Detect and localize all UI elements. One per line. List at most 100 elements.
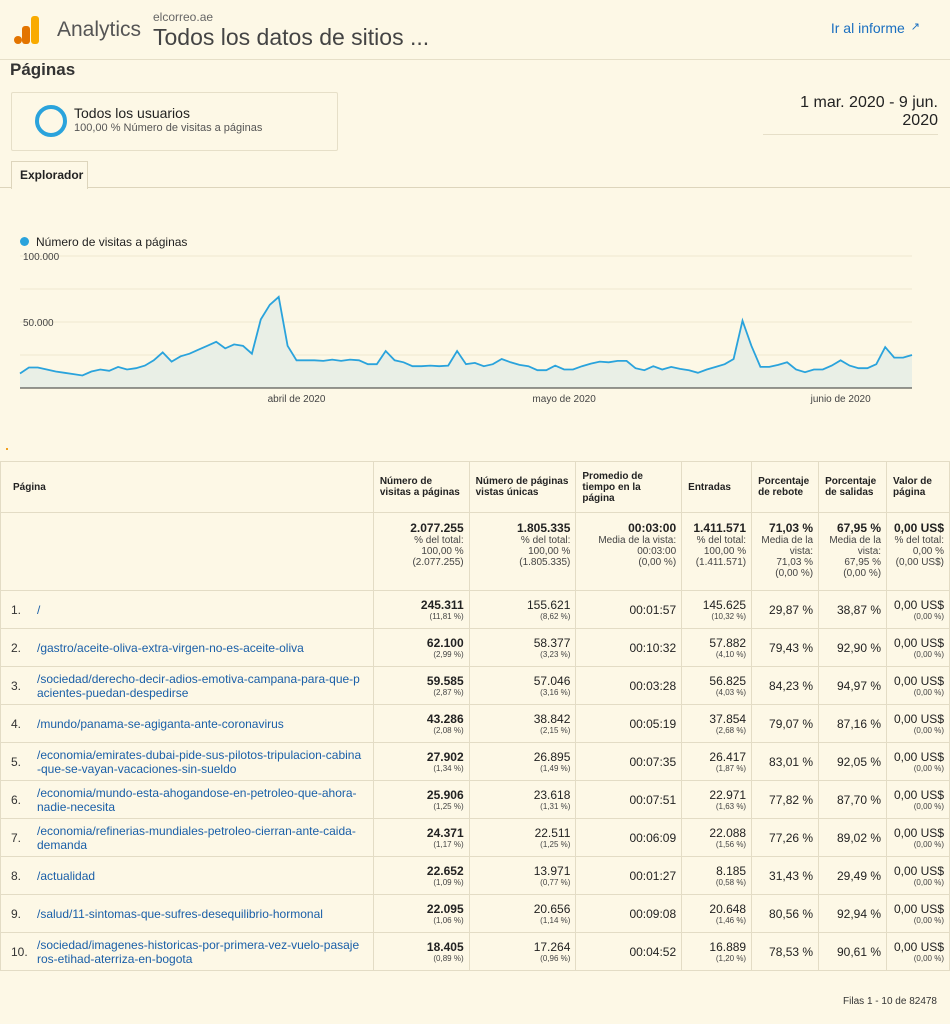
- time-value: 00:10:32: [629, 640, 677, 655]
- row-index: 9.: [11, 906, 22, 921]
- column-header[interactable]: Valor de página: [886, 461, 950, 513]
- unique-value: 17.264: [533, 940, 571, 954]
- total-note: % del total:: [520, 535, 571, 546]
- page-link[interactable]: /sociedad/derecho-decir-adios-emotiva-ca…: [37, 671, 360, 700]
- page-link[interactable]: /: [37, 602, 41, 617]
- page-link[interactable]: /economia/refinerias-mundiales-petroleo-…: [37, 823, 356, 852]
- unique-value: 22.511: [534, 826, 571, 840]
- entries-cell: 56.825 (4,03 %): [681, 666, 753, 705]
- table-row: 10. /sociedad/imagenes-historicas-por-pri…: [0, 932, 950, 971]
- entries-value: 57.882: [709, 636, 747, 650]
- exit-cell: 87,16 %: [818, 704, 888, 743]
- page-link[interactable]: /economia/emirates-dubai-pide-sus-piloto…: [37, 747, 362, 776]
- entries-cell: 57.882 (4,10 %): [681, 628, 753, 667]
- views-value: 245.311: [420, 598, 464, 612]
- value-value: 0,00 US$: [893, 750, 944, 764]
- total-note: % del total:: [894, 535, 944, 546]
- total-note: % del total:: [414, 535, 464, 546]
- page-cell: 3. /sociedad/derecho-decir-adios-emotiva-…: [0, 666, 374, 705]
- row-index: 8.: [11, 868, 22, 883]
- time-cell: 00:05:19: [575, 704, 683, 743]
- views-value: 25.906: [426, 788, 464, 802]
- column-header[interactable]: Porcentaje de salidas: [818, 461, 888, 513]
- page-cell: 2. /gastro/aceite-oliva-extra-virgen-no-e…: [0, 628, 374, 667]
- page-link[interactable]: /gastro/aceite-oliva-extra-virgen-no-es-…: [37, 640, 304, 655]
- column-header[interactable]: Página: [0, 461, 374, 513]
- property-selector[interactable]: Todos los datos de sitios ...: [153, 24, 430, 50]
- total-share: 100,00 %: [528, 546, 571, 557]
- unique-percent: (0,77 %): [540, 878, 571, 887]
- y-tick-label: 50.000: [23, 318, 54, 329]
- bounce-value: 79,07 %: [769, 716, 814, 731]
- pagination-info: Filas 1 - 10 de 82478: [843, 996, 937, 1007]
- page-cell: 10. /sociedad/imagenes-historicas-por-pri…: [0, 932, 374, 971]
- bounce-value: 77,82 %: [769, 792, 814, 807]
- table-row: 5. /economia/emirates-dubai-pide-sus-pilo…: [0, 742, 950, 781]
- table-row: 1./245.311 (11,81 %) 155.621 (8,62 %) 00:01:…: [0, 590, 950, 629]
- page-link[interactable]: /actualidad: [37, 868, 96, 883]
- total-cell: 2.077.255% del total: 100,00 % (2.077.255): [372, 512, 470, 591]
- go-to-report-link[interactable]: Ir al informe ↗: [831, 20, 920, 36]
- exit-value: 94,97 %: [837, 678, 882, 693]
- time-cell: 00:04:52: [575, 932, 683, 971]
- entries-value: 8.185: [716, 864, 747, 878]
- page-link[interactable]: /sociedad/imagenes-historicas-por-primer…: [37, 937, 360, 966]
- entries-value: 22.971: [709, 788, 747, 802]
- unique-cell: 155.621 (8,62 %): [468, 590, 577, 629]
- views-cell: 24.371 (1,17 %): [372, 818, 470, 857]
- views-value: 24.371: [426, 826, 464, 840]
- column-header[interactable]: Promedio de tiempo en la página: [575, 461, 683, 513]
- unique-cell: 38.842 (2,15 %): [468, 704, 577, 743]
- views-value: 18.405: [426, 940, 464, 954]
- column-header[interactable]: Entradas: [681, 461, 753, 513]
- entries-cell: 22.088 (1,56 %): [681, 818, 753, 857]
- unique-cell: 17.264 (0,96 %): [468, 932, 577, 971]
- total-share: 100,00 %: [703, 546, 747, 557]
- value-percent: (0,00 %): [913, 726, 944, 735]
- views-percent: (2,87 %): [433, 688, 464, 697]
- page-cell: 1. /: [0, 590, 374, 629]
- entries-value: 56.825: [709, 674, 747, 688]
- table-row: 6. /economia/mundo-esta-ahogandose-en-pet…: [0, 780, 950, 819]
- bounce-cell: 29,87 %: [751, 590, 820, 629]
- value-value: 0,00 US$: [893, 598, 944, 612]
- entries-percent: (10,32 %): [711, 612, 747, 621]
- value-value: 0,00 US$: [893, 712, 944, 726]
- total-note: Media de la vista:: [598, 535, 677, 546]
- exit-cell: 92,90 %: [818, 628, 888, 667]
- time-value: 00:01:57: [629, 602, 677, 617]
- value-value: 0,00 US$: [893, 826, 944, 840]
- column-header[interactable]: Porcentaje de rebote: [751, 461, 820, 513]
- views-percent: (1,25 %): [433, 802, 464, 811]
- views-value: 22.652: [426, 864, 464, 878]
- page-link[interactable]: /mundo/panama-se-agiganta-ante-coronavir…: [37, 716, 284, 731]
- page-cell: 5. /economia/emirates-dubai-pide-sus-pilo…: [0, 742, 374, 781]
- table-row: 7. /economia/refinerias-mundiales-petrole…: [0, 818, 950, 857]
- pages-table: Página Número de visitas a páginas Número …: [0, 461, 950, 971]
- page-link[interactable]: /economia/mundo-esta-ahogandose-en-petro…: [37, 785, 357, 814]
- date-range-picker[interactable]: 1 mar. 2020 - 9 jun. 2020: [763, 94, 938, 135]
- unique-percent: (1,31 %): [540, 802, 571, 811]
- entries-percent: (0,58 %): [715, 878, 747, 887]
- views-percent: (1,09 %): [433, 878, 464, 887]
- unique-cell: 26.895 (1,49 %): [468, 742, 577, 781]
- unique-percent: (1,49 %): [540, 764, 571, 773]
- column-header[interactable]: Número de visitas a páginas: [372, 461, 470, 513]
- time-cell: 00:10:32: [575, 628, 683, 667]
- entries-value: 22.088: [709, 826, 747, 840]
- tab-explorador[interactable]: Explorador: [11, 161, 88, 189]
- views-cell: 18.405 (0,89 %): [372, 932, 470, 971]
- views-cell: 59.585 (2,87 %): [372, 666, 470, 705]
- page-link[interactable]: /salud/11-sintomas-que-sufres-desequilib…: [37, 906, 323, 921]
- segment-card[interactable]: Todos los usuarios 100,00 % Número de vi…: [11, 92, 338, 151]
- total-note: % del total:: [696, 535, 747, 546]
- table-row: 3. /sociedad/derecho-decir-adios-emotiva-…: [0, 666, 950, 705]
- unique-value: 57.046: [533, 674, 571, 688]
- views-cell: 245.311 (11,81 %): [372, 590, 470, 629]
- value-value: 0,00 US$: [893, 902, 944, 916]
- row-index: 4.: [11, 716, 22, 731]
- column-header[interactable]: Número de páginas vistas únicas: [468, 461, 577, 513]
- totals-row: 2.077.255% del total: 100,00 % (2.077.255)…: [0, 512, 950, 591]
- page-title: Páginas: [10, 60, 76, 79]
- page-cell: 9. /salud/11-sintomas-que-sufres-desequil…: [0, 894, 374, 933]
